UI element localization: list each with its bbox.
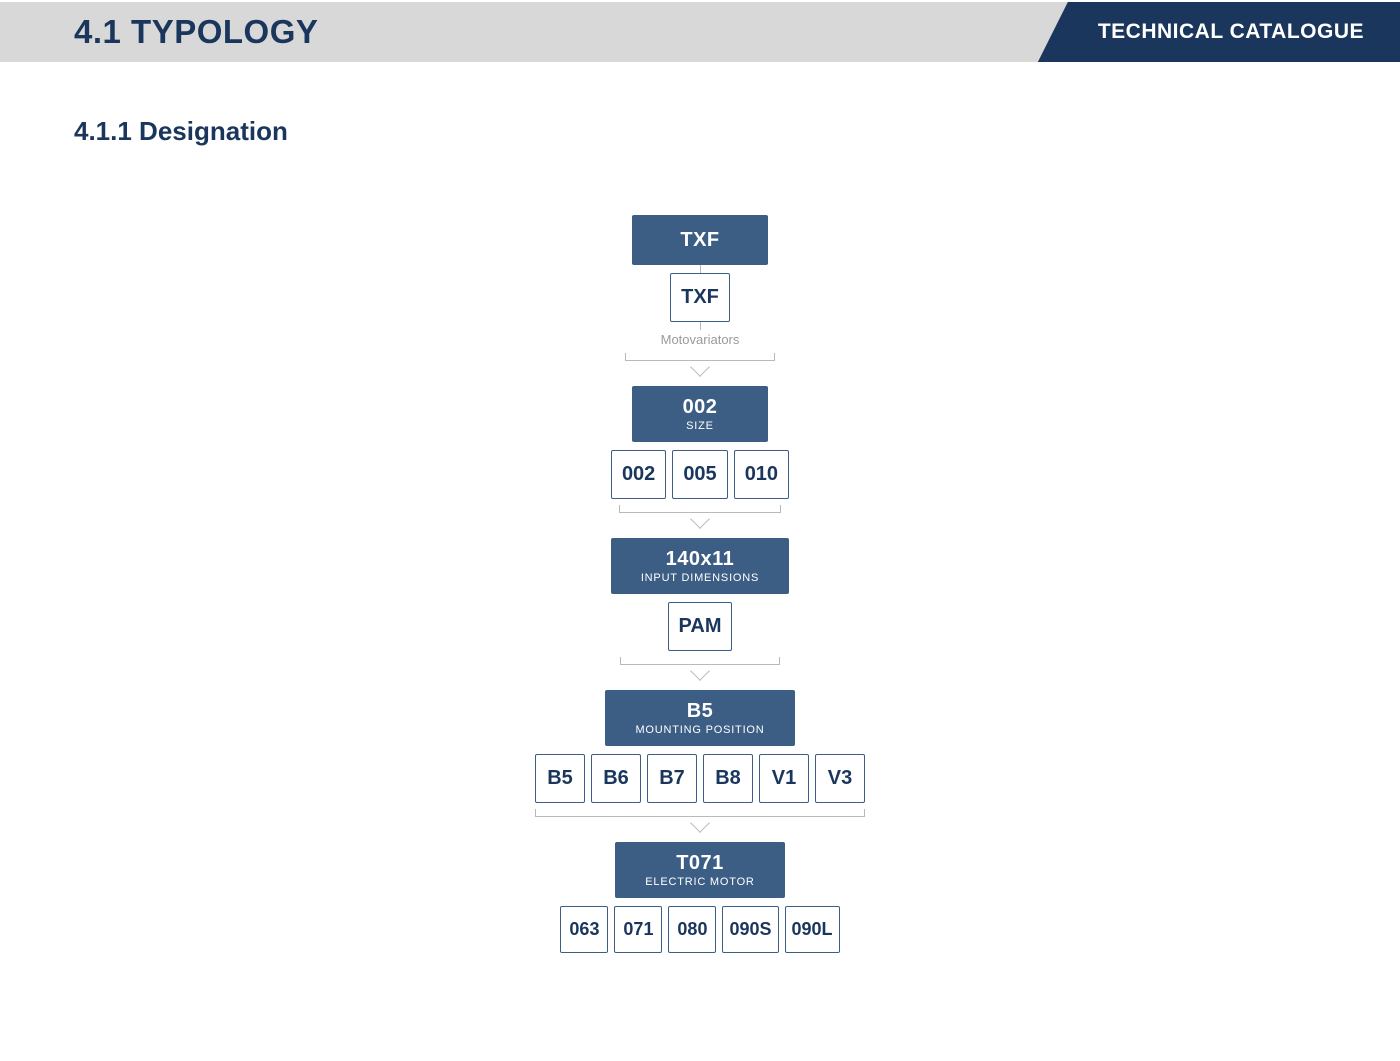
catalogue-badge: TECHNICAL CATALOGUE (1038, 2, 1400, 62)
header-motor-sub: ELECTRIC MOTOR (645, 876, 754, 888)
opt-mount-2: B7 (647, 754, 697, 803)
opt-input-0: PAM (668, 602, 733, 651)
opt-motor-1: 071 (614, 906, 662, 953)
opt-size-0: 002 (611, 450, 666, 499)
options-motor: 063 071 080 090S 090L (560, 906, 839, 953)
header-size-sub: SIZE (662, 420, 738, 432)
options-mount: B5 B6 B7 B8 V1 V3 (535, 754, 865, 803)
header-mount-main: B5 (635, 700, 765, 722)
header-mount-sub: MOUNTING POSITION (635, 724, 765, 736)
desc-txf: Motovariators (661, 332, 740, 347)
header-input-main: 140x11 (641, 548, 759, 570)
header-size: 002 SIZE (632, 386, 768, 442)
connector (619, 505, 781, 526)
level-txf: TXF TXF Motovariators (625, 215, 775, 386)
opt-txf: TXF (670, 273, 730, 322)
header-motor: T071 ELECTRIC MOTOR (615, 842, 784, 898)
options-input: PAM (668, 602, 733, 651)
connector-tick (700, 265, 701, 273)
header-mount: B5 MOUNTING POSITION (605, 690, 795, 746)
header-motor-main: T071 (645, 852, 754, 874)
level-motor: T071 ELECTRIC MOTOR 063 071 080 090S 090… (560, 842, 839, 953)
opt-mount-3: B8 (703, 754, 753, 803)
opt-mount-4: V1 (759, 754, 809, 803)
connector (625, 353, 775, 374)
header-size-main: 002 (662, 396, 738, 418)
opt-motor-3: 090S (722, 906, 778, 953)
opt-motor-4: 090L (785, 906, 840, 953)
options-size: 002 005 010 (611, 450, 789, 499)
designation-flowchart: TXF TXF Motovariators 002 SIZE 002 005 0… (0, 215, 1400, 953)
opt-size-2: 010 (734, 450, 789, 499)
section-title: 4.1.1 Designation (74, 116, 1400, 147)
connector (535, 809, 865, 830)
opt-mount-5: V3 (815, 754, 865, 803)
page-title: 4.1 TYPOLOGY (74, 13, 318, 51)
header-txf: TXF (632, 215, 768, 265)
opt-mount-0: B5 (535, 754, 585, 803)
opt-motor-0: 063 (560, 906, 608, 953)
header-input: 140x11 INPUT DIMENSIONS (611, 538, 789, 594)
level-size: 002 SIZE 002 005 010 (611, 386, 789, 538)
level-input: 140x11 INPUT DIMENSIONS PAM (611, 538, 789, 690)
opt-mount-1: B6 (591, 754, 641, 803)
connector-tick (700, 322, 701, 330)
options-txf: TXF (670, 273, 730, 322)
connector (620, 657, 780, 678)
header-input-sub: INPUT DIMENSIONS (641, 572, 759, 584)
header-txf-main: TXF (662, 229, 738, 251)
opt-size-1: 005 (672, 450, 727, 499)
opt-motor-2: 080 (668, 906, 716, 953)
level-mount: B5 MOUNTING POSITION B5 B6 B7 B8 V1 V3 (535, 690, 865, 842)
page-header: 4.1 TYPOLOGY TECHNICAL CATALOGUE (0, 2, 1400, 62)
